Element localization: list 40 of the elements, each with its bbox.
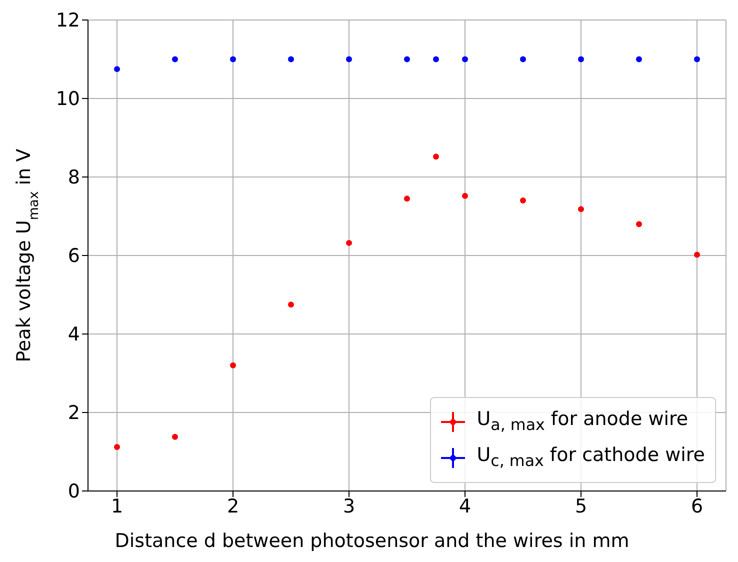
y-tick-label: 8 [68, 166, 80, 189]
x-axis-title: Distance d between photosensor and the wires in mm [114, 530, 630, 552]
point [288, 302, 294, 308]
point [636, 221, 642, 228]
point [172, 56, 178, 62]
point [462, 56, 468, 62]
point [433, 154, 439, 160]
point [230, 362, 236, 368]
point [433, 56, 439, 62]
point [520, 198, 526, 204]
x-tick-label: 6 [690, 495, 704, 518]
point [462, 192, 468, 199]
point [288, 56, 294, 62]
point [404, 56, 410, 62]
point [172, 434, 178, 440]
y-tick-label: 2 [68, 402, 80, 424]
y-tick-label: 12 [56, 10, 80, 32]
y-tick-label: 4 [68, 324, 80, 346]
point [404, 196, 410, 202]
point [694, 252, 700, 258]
point [578, 206, 584, 212]
point [694, 56, 700, 62]
legend-label: U$_{c, max}$ for cathode wire [476, 443, 705, 472]
y-tick-label: 6 [68, 245, 80, 268]
point [636, 56, 642, 62]
point [114, 444, 120, 450]
x-tick-label: 3 [342, 495, 356, 518]
x-tick-label: 4 [458, 495, 472, 518]
point [346, 240, 352, 246]
point [578, 56, 584, 62]
point [230, 56, 236, 62]
x-tick-label: 5 [574, 495, 588, 518]
point [346, 56, 352, 62]
x-tick-label: 2 [226, 495, 240, 518]
y-tick-label: 10 [56, 88, 80, 110]
x-tick-label: 1 [110, 495, 124, 518]
y-tick-label: 0 [68, 480, 80, 503]
point [520, 56, 526, 62]
point [114, 66, 120, 72]
legend-label: U$_{a, max}$ for anode wire [476, 407, 688, 436]
